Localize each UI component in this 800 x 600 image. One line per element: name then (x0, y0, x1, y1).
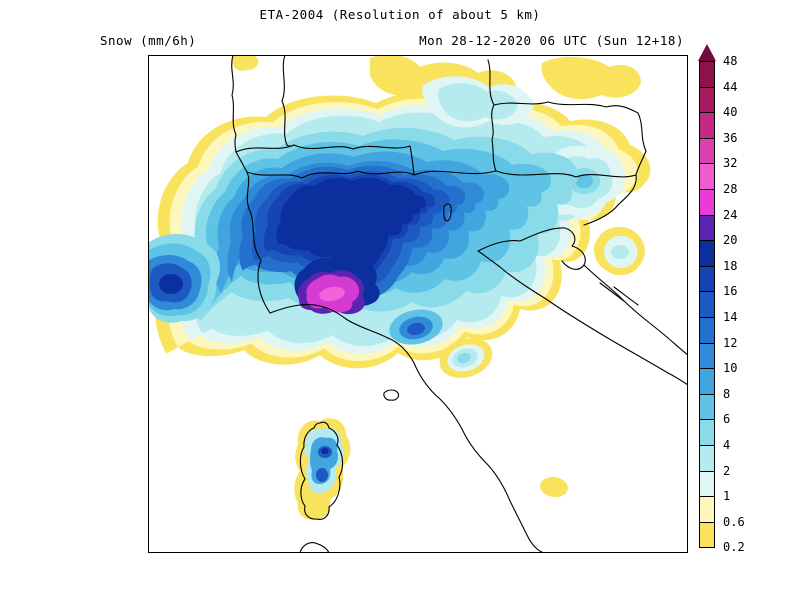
border-line (493, 101, 639, 114)
colorbar-segment (699, 470, 715, 498)
border-line (487, 59, 497, 172)
snow-band (316, 468, 328, 482)
colorbar-segment (699, 496, 715, 523)
lake-garda (443, 203, 452, 222)
colorbar: 48 44 40 36 32 28 24 20 18 16 14 12 10 8 6 4 2 1 0.6 0.2 (698, 44, 770, 564)
colorbar-segment (699, 316, 715, 344)
coastline (269, 304, 545, 553)
coastline (599, 282, 639, 306)
snow-band (159, 274, 183, 294)
colorbar-tick-label: 36 (723, 130, 738, 145)
colorbar-overflow-arrow (698, 44, 716, 61)
colorbar-segment (699, 342, 715, 370)
colorbar-tick-label: 48 (723, 54, 738, 68)
border-line (635, 112, 647, 176)
colorbar-tick-label: 40 (723, 105, 738, 120)
colorbar-segment (699, 86, 715, 114)
colorbar-segments (699, 61, 715, 549)
snow-band (319, 286, 345, 302)
coastlines-and-borders (231, 55, 688, 553)
colorbar-tick-label: 1 (723, 489, 731, 504)
border-line (246, 171, 271, 314)
colorbar-tick-label: 12 (723, 335, 738, 350)
page-title: ETA-2004 (Resolution of about 5 km) (259, 7, 541, 22)
snow-shading (148, 55, 651, 520)
snow-band (575, 174, 593, 188)
colorbar-segment (699, 368, 715, 395)
colorbar-segment (699, 137, 715, 165)
coastline-sardinia (299, 542, 330, 553)
colorbar-tick-label: 14 (723, 310, 738, 324)
colorbar-tick-label: 24 (723, 207, 738, 222)
colorbar-segment (699, 240, 715, 267)
colorbar-tick-label: 10 (723, 361, 738, 376)
colorbar-tick-label: 18 (723, 258, 738, 273)
snow-band (321, 448, 329, 454)
snow-band (611, 245, 629, 259)
colorbar-tick-label: 0.6 (723, 514, 745, 529)
map-canvas (148, 55, 688, 553)
colorbar-tick-label: 4 (723, 438, 731, 452)
snow-maximum (297, 270, 365, 315)
colorbar-tick-label: 44 (723, 79, 738, 94)
border-line (246, 170, 637, 179)
coastline-elba (383, 389, 400, 401)
snow-band (541, 56, 641, 100)
map-border (148, 55, 688, 553)
colorbar-tick-label: 28 (723, 182, 738, 196)
map-frame (148, 55, 688, 553)
coastline-corsica (299, 421, 344, 520)
colorbar-segment (699, 521, 715, 549)
snow-band (231, 55, 259, 71)
coastline (477, 250, 688, 386)
border-line (235, 144, 415, 176)
coastline (477, 227, 586, 270)
colorbar-segment (699, 61, 715, 88)
colorbar-segment (699, 214, 715, 242)
colorbar-tick-label: 2 (723, 463, 731, 478)
colorbar-segment (699, 444, 715, 472)
border-line (235, 151, 248, 173)
snow-band (457, 352, 471, 364)
snow-band (540, 476, 568, 498)
variable-label: Snow (mm/6h) (100, 33, 197, 48)
border-line (281, 55, 295, 147)
colorbar-tick-label: 32 (723, 156, 738, 171)
colorbar-segment (699, 188, 715, 216)
colorbar-tick-label: 8 (723, 386, 731, 401)
valid-time-label: Mon 28-12-2020 06 UTC (Sun 12+18) (419, 33, 684, 48)
colorbar-tick-label: 16 (723, 284, 738, 299)
colorbar-segment (699, 393, 715, 421)
colorbar-segment (699, 112, 715, 139)
coastline (583, 264, 688, 356)
colorbar-tick-label: 20 (723, 233, 738, 248)
colorbar-segment (699, 163, 715, 190)
colorbar-segment (699, 291, 715, 318)
snow-band (438, 83, 518, 122)
colorbar-segment (699, 419, 715, 446)
border-line (231, 55, 237, 153)
border-line (583, 174, 637, 226)
colorbar-segment (699, 265, 715, 293)
snow-band (276, 177, 427, 272)
colorbar-tick-label: 0.2 (723, 540, 745, 555)
colorbar-tick-label: 6 (723, 412, 731, 427)
snow-band (407, 322, 425, 336)
